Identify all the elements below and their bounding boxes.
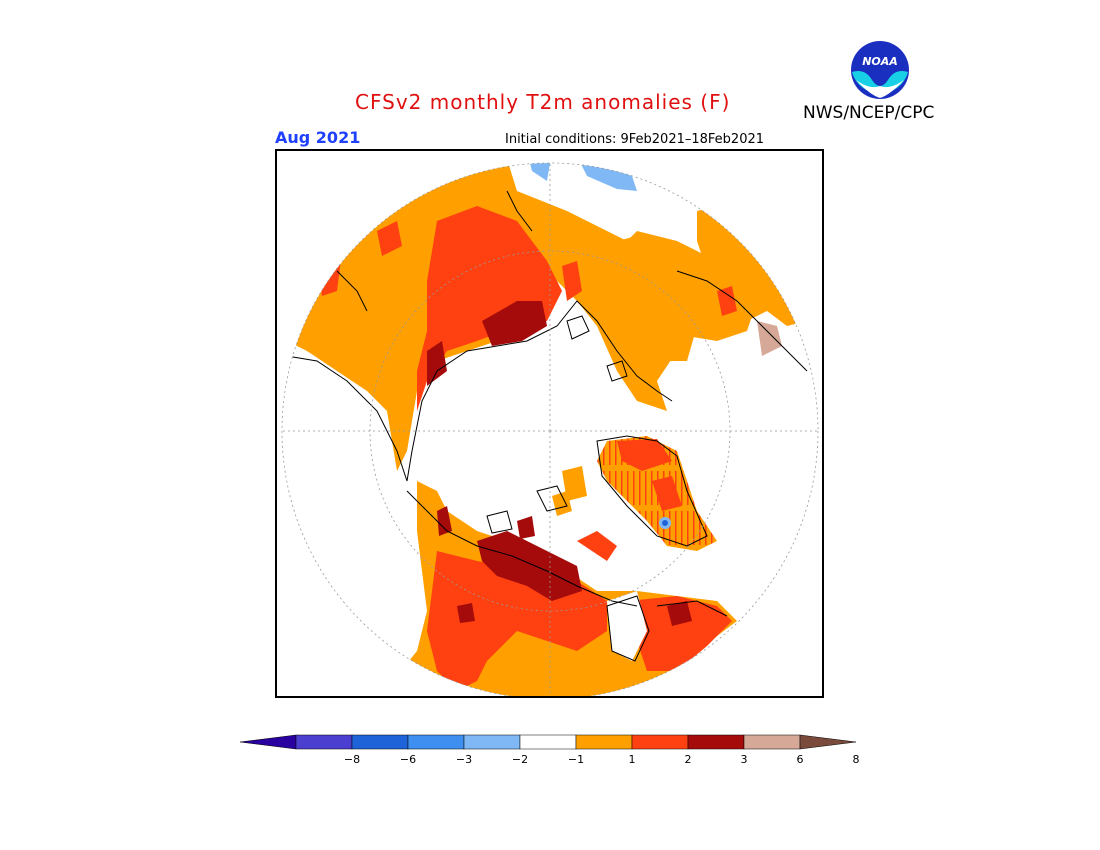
colorbar-swatch	[295, 734, 353, 750]
noaa-logo-icon: NOAA	[851, 41, 909, 99]
colorbar-tick-label: 3	[741, 753, 748, 766]
colorbar-legend: −8 −6 −3 −2 −1 1 2 3 6 8	[240, 734, 860, 766]
siberia-very-hot-region	[482, 301, 547, 346]
colorbar-tick-label: −8	[344, 753, 360, 766]
colorbar-tick-label: −2	[512, 753, 528, 766]
siberia-hot-region	[417, 206, 562, 411]
colorbar-swatch	[407, 734, 465, 750]
forecast-month: Aug 2021	[275, 128, 361, 147]
colorbar-swatch	[743, 734, 801, 750]
colorbar-tick-label: 8	[853, 753, 860, 766]
colorbar-tick-label: −6	[400, 753, 416, 766]
svg-text:NOAA: NOAA	[862, 55, 898, 68]
initial-conditions-label: Initial conditions: 9Feb2021–18Feb2021	[505, 132, 765, 147]
agency-label: NWS/NCEP/CPC	[803, 103, 935, 123]
colorbar-swatch	[463, 734, 521, 750]
colorbar-tick-label: −3	[456, 753, 472, 766]
colorbar-swatch	[631, 734, 689, 750]
colorbar-swatch	[575, 734, 633, 750]
hudson-bay-white	[607, 591, 647, 661]
colorbar-arrow-high	[799, 734, 857, 750]
colorbar-arrow-low	[240, 734, 297, 750]
polar-map-panel	[275, 149, 824, 698]
colorbar-tick-label: 1	[629, 753, 636, 766]
colorbar-swatch	[519, 734, 577, 750]
colorbar-swatch	[351, 734, 409, 750]
map-title: CFSv2 monthly T2m anomalies (F)	[355, 90, 731, 114]
colorbar-tick-label: −1	[568, 753, 584, 766]
colorbar-swatch	[687, 734, 745, 750]
cool-region-pacific	[527, 163, 552, 181]
canada-very-hot-region	[477, 531, 582, 601]
colorbar-tick-label: 2	[685, 753, 692, 766]
temperature-anomaly-map	[281, 162, 819, 696]
colorbar-tick-label: 6	[797, 753, 804, 766]
